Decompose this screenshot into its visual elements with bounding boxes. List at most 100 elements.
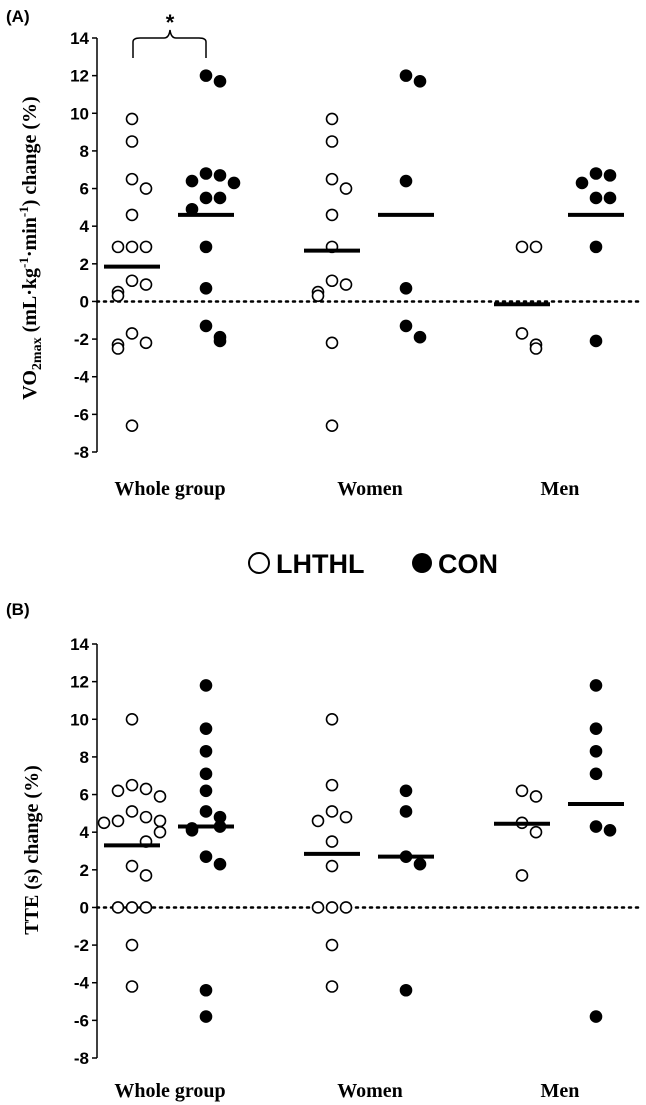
data-point-lhthl: [125, 240, 139, 254]
data-point-con: [399, 174, 413, 188]
data-point-lhthl: [325, 336, 339, 350]
data-point-lhthl: [139, 810, 153, 824]
data-point-con: [589, 744, 603, 758]
data-point-con: [399, 69, 413, 82]
y-tick-label: -8: [74, 443, 89, 462]
data-point-con: [199, 767, 213, 781]
data-point-lhthl: [139, 782, 153, 796]
category-label: Men: [541, 1080, 580, 1102]
data-point-lhthl: [515, 240, 529, 254]
category-label: Whole group: [114, 478, 225, 500]
ylabel-a-part-2: (mL·kg: [19, 268, 41, 337]
data-point-con: [399, 281, 413, 295]
significance-bracket: [132, 29, 207, 58]
data-point-con: [199, 191, 213, 205]
data-point-lhthl: [325, 859, 339, 873]
data-point-lhthl: [125, 135, 139, 148]
data-point-con: [589, 1010, 603, 1023]
y-tick-label: 0: [80, 292, 89, 311]
data-point-con: [603, 191, 617, 205]
y-tick-label: 10: [70, 710, 89, 729]
data-point-lhthl: [125, 112, 139, 126]
data-point-lhthl: [139, 901, 153, 914]
panel-b-plot-area: -8 -6 -4 -2 0 2 4 6 8 10 12 14 Whole group Women Men: [70, 635, 642, 1102]
data-point-con: [413, 74, 427, 88]
y-tick-label: -4: [74, 974, 90, 993]
data-point-lhthl: [325, 901, 339, 914]
data-point-lhthl: [339, 182, 353, 195]
data-point-con: [199, 784, 213, 798]
data-point-con: [213, 74, 227, 88]
data-point-lhthl: [111, 901, 125, 914]
data-point-lhthl: [311, 901, 325, 914]
data-point-con: [199, 167, 213, 180]
y-tick-label: 6: [80, 786, 89, 805]
panel-a-label: (A): [6, 7, 30, 26]
panel-b-y-axis-label: TTE (s) change (%): [21, 765, 43, 934]
data-point-con: [199, 850, 213, 863]
category-label: Women: [337, 1080, 403, 1102]
data-point-lhthl: [125, 172, 139, 186]
data-point-con: [199, 679, 213, 692]
data-point-lhthl: [97, 816, 111, 830]
y-tick-label: -8: [74, 1049, 89, 1068]
y-tick-label: 14: [70, 29, 89, 48]
y-tick-label: 0: [80, 898, 89, 917]
data-point-lhthl: [325, 135, 339, 148]
y-tick-label: 2: [80, 255, 89, 274]
y-tick-label: 12: [70, 673, 89, 692]
panel-b-label: (B): [6, 600, 30, 619]
data-point-con: [199, 69, 213, 82]
data-point-con: [589, 334, 603, 348]
data-point-con: [213, 191, 227, 205]
data-point-lhthl: [311, 289, 325, 303]
data-point-con: [199, 744, 213, 758]
data-point-con: [575, 176, 589, 190]
data-point-lhthl: [339, 278, 353, 291]
data-point-lhthl: [111, 289, 125, 303]
y-tick-label: 4: [80, 823, 90, 842]
panel-b: (B) TTE (s) change (%) -8 -6 -4 -2 0 2 4 6 8 10 12…: [6, 600, 642, 1102]
data-point-lhthl: [153, 825, 167, 839]
data-point-lhthl: [125, 208, 139, 222]
panel-a-y-axis-label: VO2max (mL·kg-1·min-1) change (%): [16, 96, 45, 399]
data-point-lhthl: [529, 342, 543, 355]
legend-filled-circle-icon: [412, 553, 432, 573]
data-point-lhthl: [139, 240, 153, 254]
data-point-lhthl: [111, 814, 125, 828]
data-point-lhthl: [515, 327, 529, 340]
data-point-lhthl: [325, 835, 339, 848]
data-point-con: [399, 983, 413, 997]
data-point-lhthl: [325, 805, 339, 818]
data-point-con: [589, 167, 603, 180]
data-point-lhthl: [125, 274, 139, 288]
category-label: Women: [337, 478, 403, 500]
data-point-con: [603, 823, 617, 837]
data-point-lhthl: [125, 901, 139, 914]
panel-a-plot-area: -8 -6 -4 -2 0 2 4 6 8 10 12 14 Whole group Women Men: [70, 29, 642, 500]
data-point-lhthl: [529, 825, 543, 839]
data-point-con: [603, 169, 617, 182]
ylabel-a-part-6: ) change (%): [19, 96, 41, 206]
y-tick-label: -4: [74, 368, 90, 387]
y-tick-label: 8: [80, 748, 89, 767]
data-point-con: [199, 281, 213, 295]
y-tick-label: 10: [70, 104, 89, 123]
y-tick-label: 12: [70, 67, 89, 86]
category-label: Men: [541, 478, 580, 500]
data-point-lhthl: [125, 327, 139, 340]
legend-open-circle-icon: [248, 552, 270, 574]
panel-a: (A) VO2max (mL·kg-1·min-1) change (%) -8…: [6, 7, 642, 500]
data-point-lhthl: [339, 901, 353, 914]
data-point-lhthl: [139, 182, 153, 195]
data-point-con: [213, 334, 227, 348]
legend-label-con: CON: [438, 549, 498, 579]
data-point-lhthl: [325, 938, 339, 952]
data-point-lhthl: [125, 938, 139, 952]
data-point-lhthl: [125, 805, 139, 818]
data-point-con: [589, 240, 603, 254]
data-point-lhthl: [111, 784, 125, 798]
data-point-lhthl: [325, 274, 339, 288]
data-point-lhthl: [325, 419, 339, 432]
